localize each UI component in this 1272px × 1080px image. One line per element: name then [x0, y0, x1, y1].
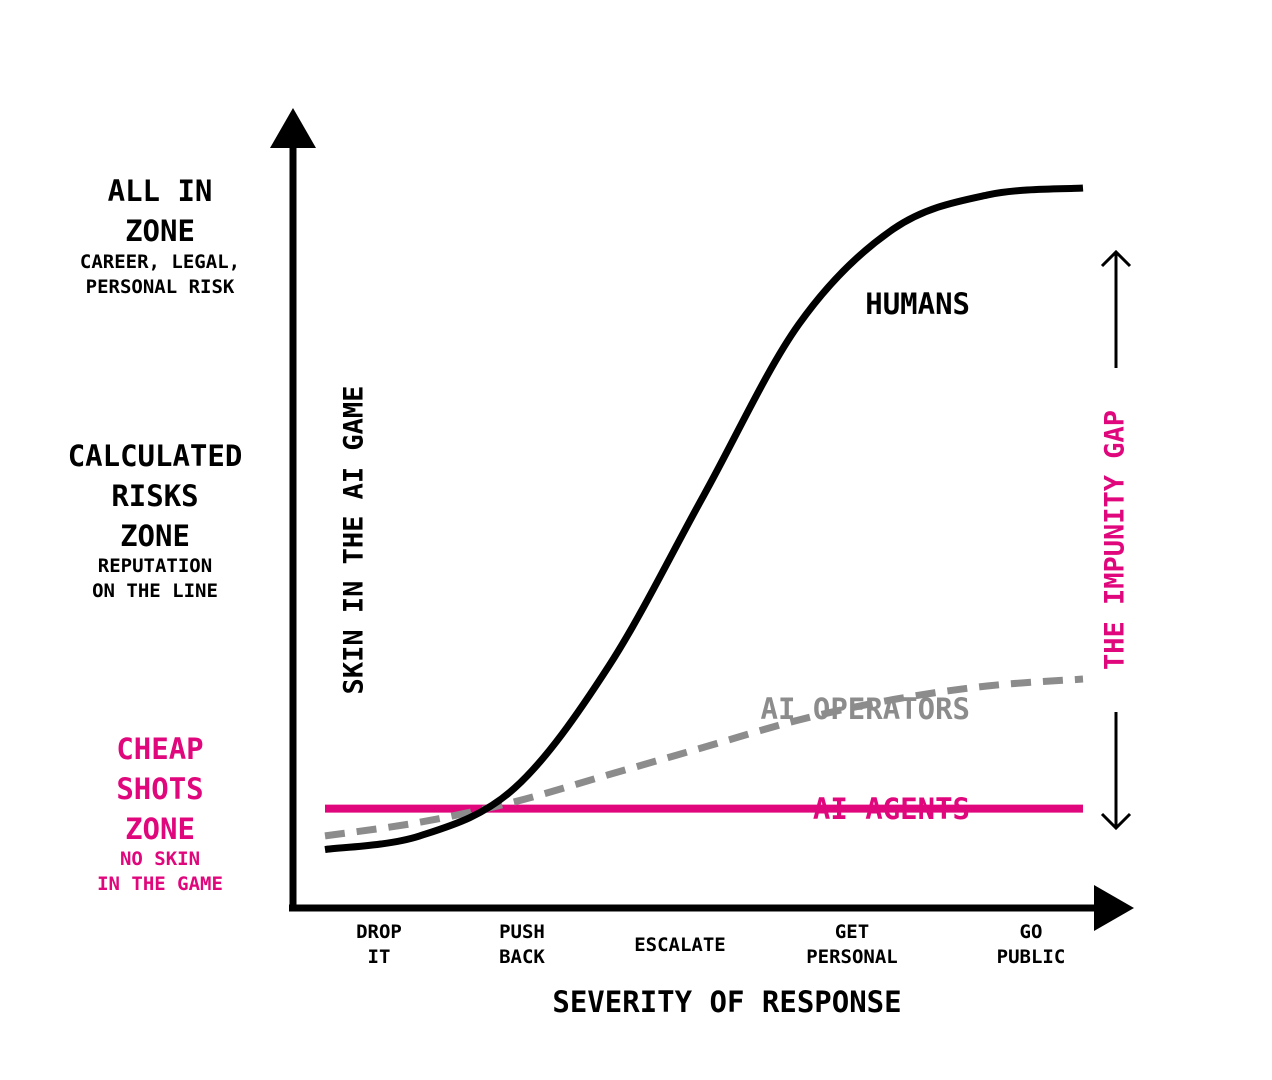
zone-labels: ALL IN ZONE CAREER, LEGAL, PERSONAL RISK CAL…	[68, 174, 243, 895]
series-label-humans: HUMANS	[865, 287, 970, 321]
zone-title-line: CALCULATED	[68, 439, 243, 473]
gap-arrowhead-down	[1100, 812, 1132, 831]
series: HUMANS AI OPERATORS AI AGENTS	[324, 184, 1084, 854]
zone-subtitle-line: REPUTATION	[98, 555, 212, 577]
x-tick-label: ESCALATE	[634, 934, 726, 956]
axes	[270, 108, 1134, 931]
x-tick-label: PUSH	[499, 921, 545, 943]
x-tick-label: GET	[835, 921, 869, 943]
zone-subtitle-line: NO SKIN	[120, 848, 200, 870]
x-axis-label: SEVERITY OF RESPONSE	[552, 985, 901, 1019]
x-tick-label: IT	[368, 946, 391, 968]
series-line-humans	[324, 184, 1084, 854]
series-label-ai-agents: AI AGENTS	[813, 792, 970, 826]
zone-title-line: SHOTS	[116, 772, 203, 806]
x-tick-label: DROP	[356, 921, 402, 943]
zone-title-line: ALL IN	[108, 174, 213, 208]
zone-subtitle-line: ON THE LINE	[92, 580, 218, 602]
zone-title-line: ZONE	[125, 812, 195, 846]
zone-title-line: CHEAP	[116, 732, 203, 766]
zone-subtitle-line: PERSONAL RISK	[86, 276, 235, 298]
impunity-gap-annotation: THE IMPUNITY GAP	[1100, 249, 1132, 831]
impunity-gap-label: THE IMPUNITY GAP	[1100, 410, 1131, 670]
y-axis-label: SKIN IN THE AI GAME	[339, 386, 370, 695]
x-tick-label: BACK	[499, 946, 545, 968]
zone-title-line: ZONE	[120, 519, 190, 553]
zone-title-line: ZONE	[125, 214, 195, 248]
x-axis-arrowhead	[1094, 885, 1134, 931]
zone-title-line: RISKS	[111, 479, 198, 513]
x-tick-label: GO	[1020, 921, 1043, 943]
gap-arrowhead-up	[1100, 249, 1132, 268]
series-line-ai-operators	[324, 675, 1084, 840]
series-label-ai-operators: AI OPERATORS	[760, 692, 970, 726]
y-axis-arrowhead	[270, 108, 316, 148]
zone-subtitle-line: IN THE GAME	[97, 873, 223, 895]
x-tick-label: PERSONAL	[806, 946, 898, 968]
x-tick-label: PUBLIC	[997, 946, 1066, 968]
zone-subtitle-line: CAREER, LEGAL,	[80, 251, 240, 273]
x-tick-labels: DROP IT PUSH BACK ESCALATE GET PERSONAL GO PUBLI…	[356, 921, 1065, 968]
